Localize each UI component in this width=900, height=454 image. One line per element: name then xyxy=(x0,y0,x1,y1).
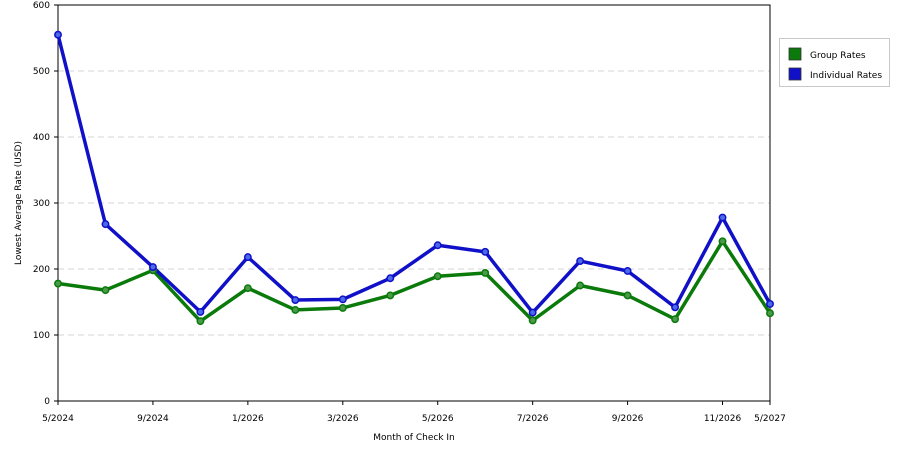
data-point xyxy=(338,295,347,304)
x-tick-label: 9/2026 xyxy=(612,414,644,424)
data-point xyxy=(576,281,585,290)
data-point xyxy=(433,272,442,281)
axes: 0 100 200 300 400 500 600 5/2024 9/2024 1/2026 3/2… xyxy=(33,1,786,424)
x-tick-label: 5/2024 xyxy=(42,414,74,424)
x-tick-label: 7/2026 xyxy=(517,414,549,424)
data-point xyxy=(291,305,300,314)
data-point xyxy=(386,274,395,283)
y-tick-label: 600 xyxy=(33,1,50,11)
data-point xyxy=(101,220,110,229)
y-tick-label: 100 xyxy=(33,331,50,341)
x-axis-title: Month of Check In xyxy=(373,433,455,443)
data-point xyxy=(766,300,774,308)
series-lines xyxy=(56,32,772,323)
gridlines xyxy=(58,70,770,336)
legend-swatch xyxy=(788,67,802,81)
x-tick-label: 5/2027 xyxy=(754,414,786,424)
data-point xyxy=(671,315,680,324)
series-points xyxy=(54,30,774,326)
data-point xyxy=(766,309,774,318)
data-point xyxy=(623,267,632,275)
x-tick-label: 1/2026 xyxy=(232,414,264,424)
data-point xyxy=(386,291,395,300)
y-tick-label: 300 xyxy=(33,199,50,209)
data-point xyxy=(243,253,252,262)
data-point xyxy=(481,269,490,277)
data-point xyxy=(576,257,585,266)
data-point xyxy=(623,291,632,300)
data-point xyxy=(338,303,347,312)
legend-label: Group Rates xyxy=(810,51,866,61)
data-point xyxy=(54,279,62,288)
legend-swatch xyxy=(788,47,802,61)
data-point xyxy=(528,316,537,325)
data-point xyxy=(291,296,300,304)
y-tick-label: 500 xyxy=(33,67,50,77)
data-point xyxy=(101,286,110,295)
data-point xyxy=(196,317,205,326)
series-line-0 xyxy=(56,239,772,323)
y-axis-title: Lowest Average Rate (USD) xyxy=(14,141,24,265)
x-tick-label: 9/2024 xyxy=(137,414,169,424)
y-tick-label: 0 xyxy=(44,397,50,407)
data-point xyxy=(433,241,442,250)
y-tick-label: 200 xyxy=(33,265,50,275)
data-point xyxy=(671,303,680,312)
data-point xyxy=(481,247,490,256)
data-point xyxy=(243,284,252,293)
y-tick-label: 400 xyxy=(33,133,50,143)
data-point xyxy=(54,30,62,39)
legend-label: Individual Rates xyxy=(810,71,882,81)
x-tick-label: 5/2026 xyxy=(422,414,454,424)
x-tick-label: 11/2026 xyxy=(704,414,742,424)
data-point xyxy=(196,307,205,316)
data-point xyxy=(528,308,537,317)
x-tick-label: 3/2026 xyxy=(327,414,359,424)
series-line-1 xyxy=(56,32,772,315)
data-point xyxy=(718,213,727,222)
data-point xyxy=(148,263,157,271)
plot-frame xyxy=(57,4,771,402)
data-point xyxy=(718,237,727,246)
legend: Group Rates Individual Rates xyxy=(779,38,890,87)
